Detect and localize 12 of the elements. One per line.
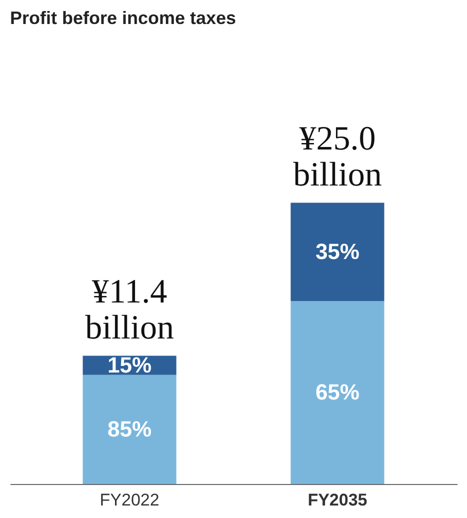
annotation: 85% xyxy=(108,416,152,442)
chart-title: Profit before income taxes xyxy=(10,8,236,28)
annotation: 15% xyxy=(108,352,152,378)
annotation: 35% xyxy=(315,238,360,264)
bar xyxy=(290,202,384,302)
bar xyxy=(82,374,176,484)
annotation: 65% xyxy=(315,380,360,405)
text: ¥25.0 billion xyxy=(293,120,382,194)
x-tick-label: FY2022 xyxy=(100,490,160,510)
annotation: ¥11.4 billion xyxy=(85,274,174,347)
x-tick-label: FY2035 xyxy=(308,490,368,510)
bar xyxy=(290,301,384,484)
